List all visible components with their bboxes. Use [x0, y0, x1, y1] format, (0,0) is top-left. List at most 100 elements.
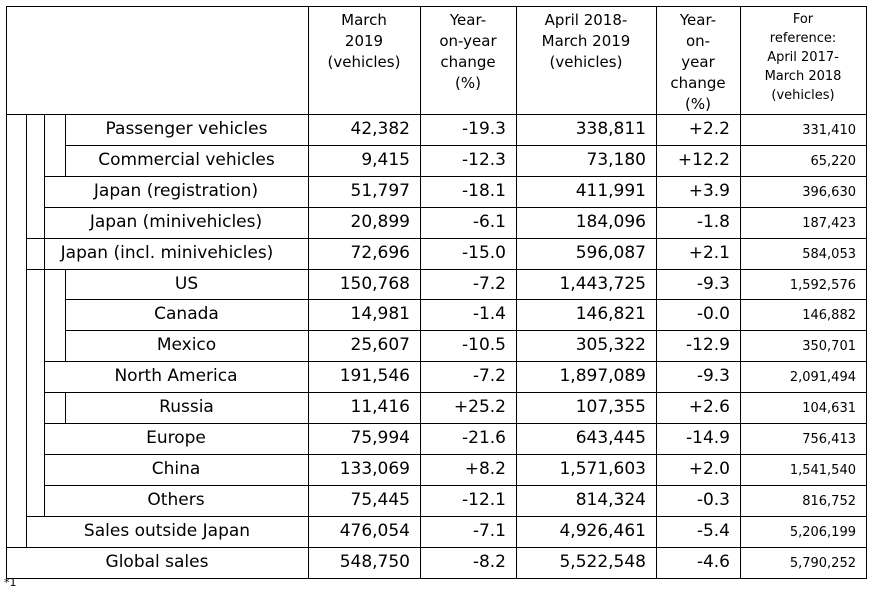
cell-yoy-change: -10.5	[462, 335, 506, 356]
cell-fy-yoy-change: -1.8	[696, 211, 730, 232]
header-yoy-change: Year- on-year change (%)	[439, 11, 497, 92]
header-fy-2018: April 2018- March 2019 (vehicles)	[541, 11, 631, 71]
table-border-right	[866, 6, 867, 579]
cell-yoy-change: -7.1	[472, 520, 506, 541]
cell-fy-total: 184,096	[575, 211, 646, 232]
row-label: Commercial vehicles	[98, 149, 275, 170]
header-reference-fy-2017: For reference: April 2017- March 2018 (v…	[764, 12, 842, 103]
cell-march: 20,899	[350, 211, 410, 232]
cell-reference: 1,592,576	[789, 277, 856, 293]
table-border-left	[6, 6, 7, 578]
cell-reference: 331,410	[802, 123, 856, 138]
table-border-top	[6, 6, 867, 7]
row-label: Others	[147, 489, 205, 510]
row-label: US	[174, 273, 199, 294]
cell-fy-total: 305,322	[575, 335, 646, 356]
cell-march: 548,750	[339, 551, 410, 572]
row-separator	[6, 546, 866, 548]
cell-march: 150,768	[339, 273, 410, 294]
cell-fy-total: 1,571,603	[559, 458, 646, 479]
row-label: China	[151, 458, 201, 479]
row-label: Japan (minivehicles)	[89, 211, 263, 232]
row-label: Japan (registration)	[93, 180, 259, 201]
table-border-bottom	[6, 577, 867, 579]
row-separator	[65, 299, 866, 301]
row-separator	[44, 453, 866, 455]
cell-reference: 187,423	[802, 215, 856, 231]
row-separator	[26, 515, 866, 517]
cell-fy-yoy-change: -0.0	[696, 304, 730, 325]
cell-march: 51,797	[350, 180, 410, 201]
row-separator	[26, 237, 866, 239]
cell-fy-yoy-change: +12.2	[677, 149, 730, 170]
column-separator-2	[420, 6, 421, 578]
row-separator	[65, 330, 866, 332]
row-label: Sales outside Japan	[83, 520, 251, 541]
hierarchy-guide-line	[65, 268, 66, 362]
cell-reference: 5,206,199	[789, 524, 856, 540]
cell-march: 11,416	[350, 397, 410, 418]
cell-yoy-change: +25.2	[453, 397, 506, 418]
row-label: Europe	[146, 428, 206, 448]
row-label: Japan (incl. minivehicles)	[60, 242, 274, 263]
cell-fy-total: 5,522,548	[559, 551, 646, 572]
cell-reference: 146,882	[802, 308, 856, 324]
cell-reference: 816,752	[802, 493, 856, 509]
cell-fy-total: 338,811	[575, 119, 646, 139]
footnote-marker: *1	[4, 576, 17, 589]
cell-yoy-change: -1.4	[472, 304, 506, 325]
cell-yoy-change: -7.2	[472, 273, 506, 294]
row-separator	[44, 361, 866, 363]
row-label: Global sales	[105, 551, 209, 572]
cell-yoy-change: +8.2	[464, 458, 506, 479]
cell-yoy-change: -12.3	[462, 149, 506, 170]
cell-fy-yoy-change: +2.1	[688, 242, 730, 263]
column-separator-1	[308, 6, 309, 578]
cell-fy-yoy-change: +2.2	[688, 119, 730, 139]
cell-fy-yoy-change: -0.3	[696, 489, 730, 510]
hierarchy-guide-line	[26, 268, 27, 547]
hierarchy-guide-line	[26, 114, 27, 269]
cell-reference: 104,631	[802, 401, 856, 417]
cell-fy-yoy-change: -12.9	[686, 335, 730, 356]
row-label: Russia	[159, 397, 214, 418]
cell-reference: 584,053	[802, 246, 856, 262]
cell-march: 72,696	[350, 242, 410, 263]
cell-fy-total: 814,324	[575, 489, 646, 510]
cell-yoy-change: -21.6	[462, 428, 506, 448]
row-separator	[44, 206, 866, 208]
header-divider	[6, 114, 866, 115]
row-label: Canada	[154, 304, 219, 325]
cell-fy-total: 1,443,725	[559, 273, 646, 294]
row-label: Passenger vehicles	[105, 119, 268, 139]
row-label: North America	[114, 366, 238, 387]
row-separator	[65, 144, 866, 146]
cell-fy-yoy-change: +3.9	[688, 180, 730, 201]
cell-fy-total: 411,991	[575, 180, 646, 201]
cell-fy-total: 107,355	[575, 397, 646, 418]
cell-fy-total: 146,821	[575, 304, 646, 325]
column-separator-4	[656, 6, 657, 578]
row-separator	[26, 268, 866, 270]
cell-fy-yoy-change: +2.0	[688, 458, 730, 479]
cell-reference: 350,701	[802, 339, 856, 355]
cell-fy-yoy-change: -4.6	[696, 551, 730, 572]
row-separator	[44, 392, 866, 394]
cell-fy-yoy-change: -9.3	[696, 366, 730, 387]
row-separator	[44, 175, 866, 177]
cell-march: 14,981	[350, 304, 410, 325]
row-separator	[44, 423, 866, 424]
cell-yoy-change: -6.1	[472, 211, 506, 232]
column-separator-5	[740, 6, 741, 578]
cell-reference: 5,790,252	[789, 555, 856, 571]
cell-march: 75,994	[350, 428, 410, 448]
cell-fy-total: 596,087	[575, 242, 646, 263]
cell-march: 42,382	[350, 119, 410, 139]
cell-reference: 2,091,494	[789, 370, 856, 386]
cell-march: 476,054	[339, 520, 410, 541]
cell-march: 9,415	[361, 149, 410, 170]
cell-yoy-change: -15.0	[462, 242, 506, 263]
header-fy-yoy-change: Year- on- year change (%)	[670, 11, 726, 113]
cell-reference: 65,220	[810, 153, 857, 169]
